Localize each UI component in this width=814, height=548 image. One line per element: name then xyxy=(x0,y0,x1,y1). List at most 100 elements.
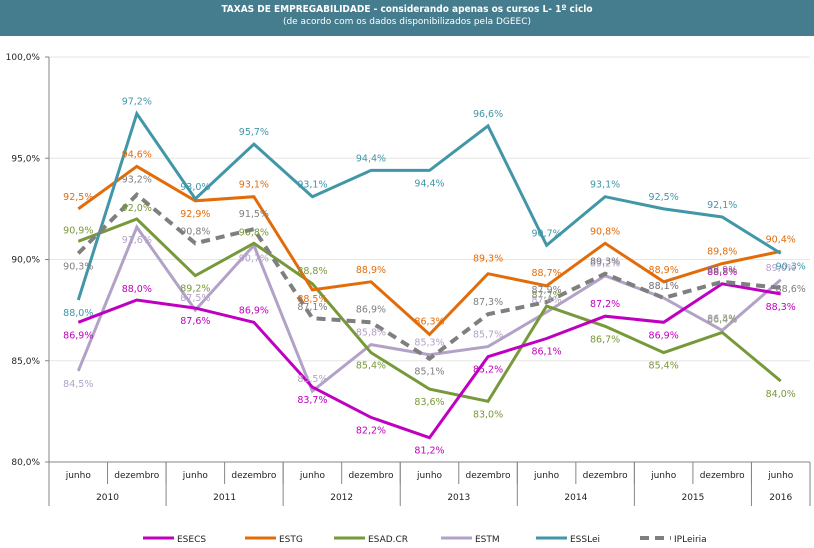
x-tick-label: junho xyxy=(416,471,443,481)
data-label: 85,8% xyxy=(356,328,386,339)
series-line-ipleiria xyxy=(76,191,781,362)
chart-subtitle: (de acordo com os dados disponibilizados… xyxy=(282,17,532,27)
data-label: 92,1% xyxy=(707,200,737,211)
data-label: 85,4% xyxy=(649,361,679,372)
data-label: 90,4% xyxy=(766,234,796,245)
year-label: 2011 xyxy=(213,493,236,503)
y-tick-label: 80,0% xyxy=(11,458,40,468)
series-line-esad-cr xyxy=(77,217,782,403)
y-tick-label: 85,0% xyxy=(11,357,40,367)
x-tick-label: dezembro xyxy=(700,471,745,481)
data-label: 93,2% xyxy=(122,175,152,186)
data-label: 87,3% xyxy=(473,297,503,308)
data-label: 83,6% xyxy=(414,397,444,408)
x-tick-label: dezembro xyxy=(231,471,276,481)
data-label: 90,7% xyxy=(531,228,561,239)
data-label: 88,5% xyxy=(297,294,327,305)
data-label: 90,3% xyxy=(776,261,806,272)
data-label: 85,1% xyxy=(414,367,444,378)
y-tick-label: 95,0% xyxy=(11,154,40,164)
legend-label: ESTM xyxy=(475,535,500,545)
data-label: 84,0% xyxy=(766,389,796,400)
data-label: 95,7% xyxy=(239,127,269,138)
data-label: 83,5% xyxy=(297,374,327,385)
x-tick-label: dezembro xyxy=(348,471,393,481)
data-label: 86,9% xyxy=(356,304,386,315)
legend-label: ESAD.CR xyxy=(368,535,408,545)
series-line-estm xyxy=(76,223,782,394)
data-label: 84,5% xyxy=(63,379,93,390)
data-label: 81,2% xyxy=(414,446,444,457)
data-label: 86,3% xyxy=(414,316,444,327)
data-label: 92,5% xyxy=(63,192,93,203)
year-label: 2015 xyxy=(681,493,704,503)
x-tick-label: junho xyxy=(182,471,209,481)
data-label: 89,2% xyxy=(590,259,620,270)
legend-label: IPLeiria xyxy=(674,535,707,545)
data-label: 86,5% xyxy=(707,313,737,324)
data-label: 89,0% xyxy=(766,263,796,274)
data-label: 94,4% xyxy=(356,153,386,164)
data-label: 93,0% xyxy=(180,182,210,193)
x-tick-label: dezembro xyxy=(466,471,511,481)
data-label: 88,8% xyxy=(707,267,737,278)
data-label: 85,3% xyxy=(414,338,444,349)
data-label: 87,7% xyxy=(531,290,561,301)
data-label: 93,1% xyxy=(239,180,269,191)
data-label: 90,8% xyxy=(239,227,269,238)
year-label: 2016 xyxy=(769,493,792,503)
data-label: 87,4% xyxy=(531,295,561,306)
x-tick-label: junho xyxy=(767,471,794,481)
data-label: 91,5% xyxy=(239,209,269,220)
data-label: 93,1% xyxy=(297,180,327,191)
data-label: 93,1% xyxy=(590,180,620,191)
data-label: 90,3% xyxy=(63,261,93,272)
data-label: 88,9% xyxy=(356,265,386,276)
data-label: 91,6% xyxy=(122,235,152,246)
data-label: 88,0% xyxy=(122,284,152,295)
data-label: 85,2% xyxy=(473,365,503,376)
data-label: 97,2% xyxy=(122,97,152,108)
data-label: 90,8% xyxy=(180,226,210,237)
data-label: 90,9% xyxy=(63,225,93,236)
data-label: 87,9% xyxy=(531,285,561,296)
year-label: 2013 xyxy=(447,493,470,503)
data-label: 94,4% xyxy=(414,178,444,189)
data-label: 82,2% xyxy=(356,425,386,436)
legend-label: ESECS xyxy=(177,535,206,545)
data-label: 90,8% xyxy=(590,226,620,237)
data-label: 87,6% xyxy=(180,316,210,327)
data-label: 92,0% xyxy=(122,203,152,214)
data-label: 85,7% xyxy=(473,330,503,341)
year-label: 2014 xyxy=(564,493,587,503)
year-label: 2012 xyxy=(330,493,353,503)
series-line-esslei xyxy=(76,110,782,301)
data-label: 88,6% xyxy=(776,284,806,295)
data-label: 89,2% xyxy=(180,284,210,295)
chart-title: TAXAS DE EMPREGABILIDADE - considerando … xyxy=(221,4,593,15)
data-label: 86,9% xyxy=(239,305,269,316)
year-label: 2010 xyxy=(96,493,119,503)
y-tick-label: 90,0% xyxy=(11,256,40,266)
data-label: 87,5% xyxy=(180,293,210,304)
y-tick-label: 100,0% xyxy=(6,53,41,63)
data-label: 86,1% xyxy=(531,346,561,357)
data-label: 86,9% xyxy=(63,330,93,341)
series-line-esecs xyxy=(77,282,781,440)
data-label: 88,1% xyxy=(649,281,679,292)
data-label: 89,3% xyxy=(473,254,503,265)
x-tick-label: junho xyxy=(65,471,92,481)
data-label: 88,9% xyxy=(649,265,679,276)
data-label: 87,2% xyxy=(590,299,620,310)
data-label: 96,6% xyxy=(473,109,503,120)
data-label: 85,4% xyxy=(356,361,386,372)
data-label: 87,1% xyxy=(297,302,327,313)
data-label: 88,9% xyxy=(707,265,737,276)
chart-header: TAXAS DE EMPREGABILIDADE - considerando … xyxy=(0,0,814,36)
x-tick-label: junho xyxy=(533,471,560,481)
data-label: 92,5% xyxy=(649,192,679,203)
x-tick-label: junho xyxy=(650,471,677,481)
x-tick-label: dezembro xyxy=(114,471,159,481)
x-tick-label: junho xyxy=(299,471,326,481)
